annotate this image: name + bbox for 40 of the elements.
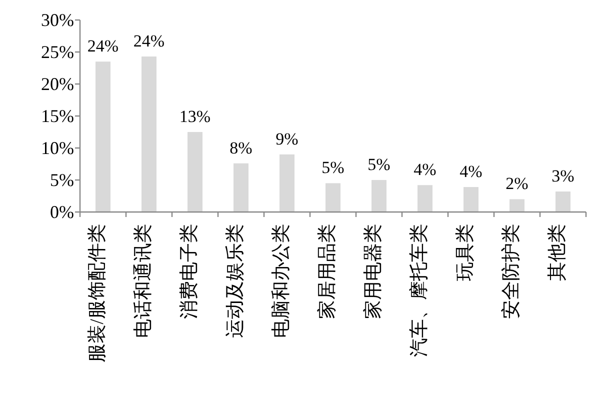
bar — [464, 187, 478, 212]
bar — [372, 180, 386, 212]
y-tick-label: 15% — [41, 106, 74, 126]
x-tick-label: 消费电子类 — [179, 224, 200, 319]
data-label: 24% — [87, 36, 119, 56]
y-tick-label: 30% — [41, 10, 74, 30]
x-tick-label: 电话和通讯类 — [133, 224, 154, 338]
x-tick-label: 运动及娱乐类 — [225, 224, 246, 338]
bar — [280, 154, 294, 212]
x-tick-label: 安全防护类 — [500, 224, 522, 319]
data-label: 5% — [322, 158, 344, 178]
x-tick-label: 电脑和办公类 — [271, 224, 292, 338]
bar — [142, 56, 156, 212]
data-label: 9% — [276, 129, 298, 148]
data-label: 4% — [460, 162, 482, 182]
data-label: 8% — [230, 138, 252, 158]
x-tick-label: 玩具类 — [455, 224, 476, 281]
y-tick-label: 20% — [41, 74, 74, 94]
x-tick-label: 汽车、摩托车类 — [408, 224, 430, 357]
data-label: 3% — [552, 166, 574, 186]
x-tick-label: 其他类 — [547, 224, 568, 281]
data-label: 2% — [506, 174, 528, 194]
x-tick-label: 服装/服饰配件类 — [87, 224, 108, 362]
bar — [96, 62, 110, 212]
data-label: 24% — [133, 31, 165, 50]
bar — [556, 192, 570, 212]
x-tick-label: 家用电器类 — [362, 224, 384, 319]
data-label: 13% — [179, 107, 211, 126]
bar — [510, 199, 524, 212]
bar — [234, 163, 248, 212]
bar — [418, 185, 432, 212]
y-tick-label: 25% — [41, 42, 74, 62]
y-tick-label: 5% — [50, 170, 74, 190]
y-tick-label: 10% — [41, 138, 74, 158]
bar — [188, 132, 202, 212]
x-tick-label: 家居用品类 — [316, 224, 338, 319]
bar — [326, 183, 340, 212]
data-label: 5% — [368, 155, 390, 174]
y-tick-label: 0% — [50, 202, 74, 222]
data-label: 4% — [414, 160, 436, 180]
